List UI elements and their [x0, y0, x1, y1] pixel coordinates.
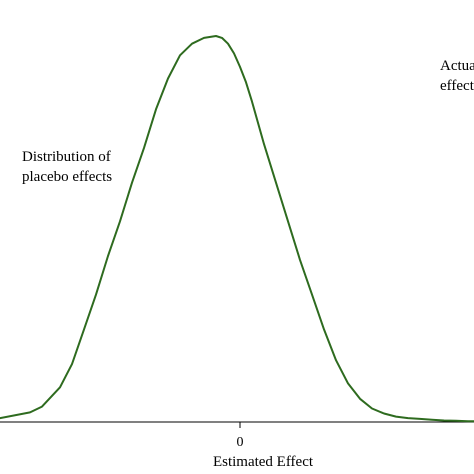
- annotation-placebo-line-2: placebo effects: [22, 169, 112, 185]
- annotation-placebo-line-1: Distribution of: [22, 149, 111, 165]
- x-axis-label: Estimated Effect: [213, 454, 314, 470]
- annotation-actual: Actual effect: [440, 58, 474, 94]
- x-tick-label: 0: [237, 435, 244, 450]
- annotation-actual-line-2: effect: [440, 78, 474, 94]
- placebo-distribution-line: [0, 35, 474, 423]
- annotation-placebo: Distribution of placebo effects: [22, 149, 115, 185]
- annotation-actual-line-1: Actual: [440, 58, 474, 74]
